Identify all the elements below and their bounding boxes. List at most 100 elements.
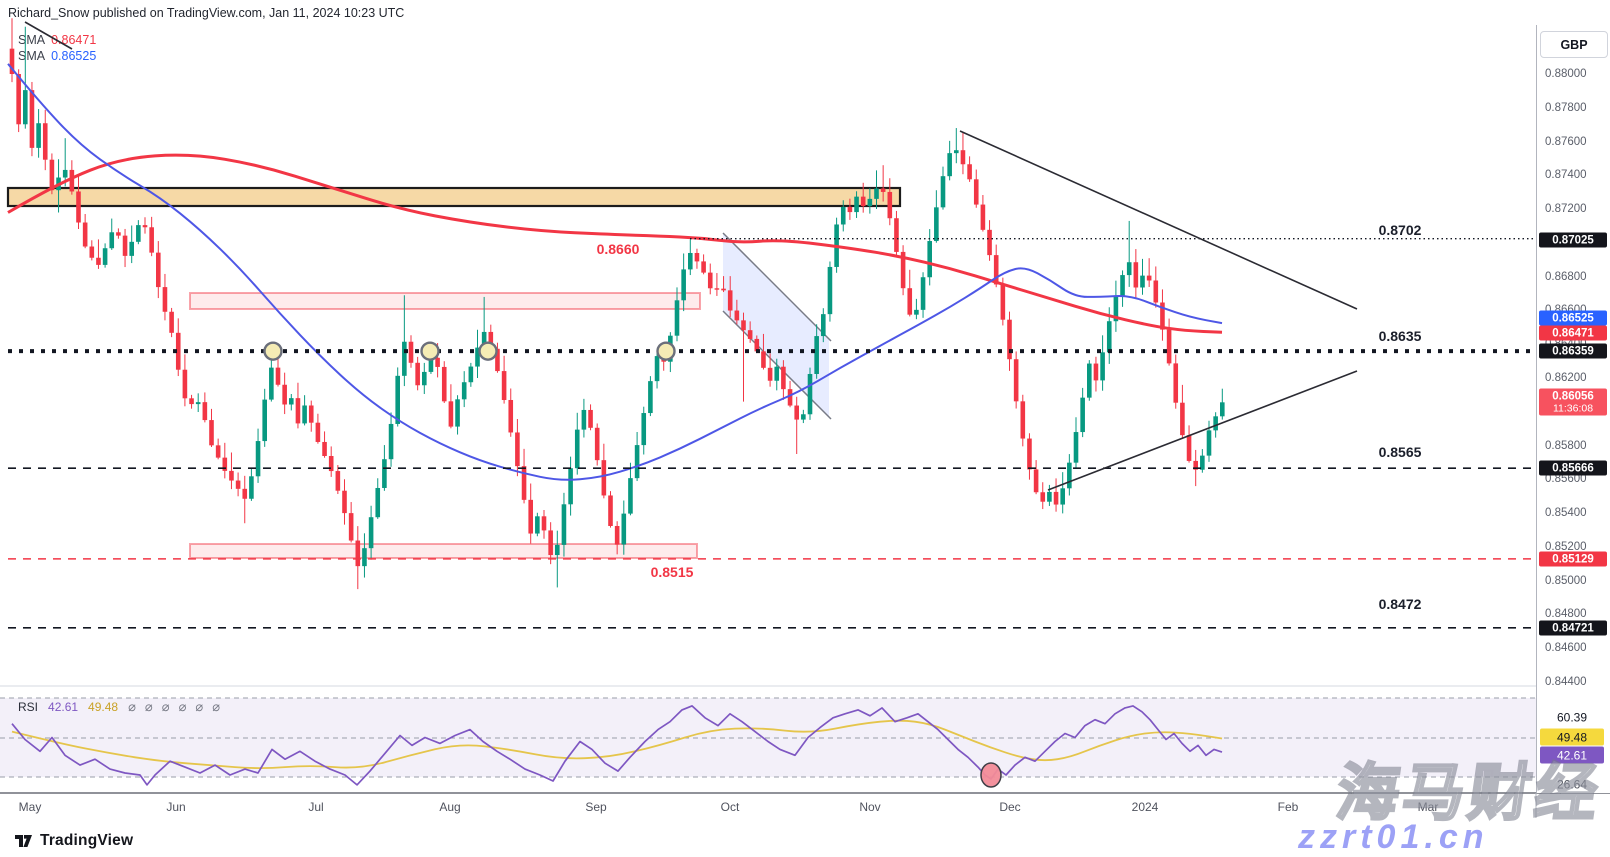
candle-body [1027, 438, 1032, 470]
candle-body [1020, 401, 1026, 439]
candle-body [1040, 492, 1046, 502]
candle-body [1153, 280, 1159, 303]
tradingview-attribution[interactable]: TradingView [14, 831, 133, 850]
price-axis[interactable]: 0.88000 0.87800 0.87600 0.87400 0.87200 0.868… [1536, 25, 1610, 793]
candle-body [674, 300, 680, 336]
time-label-Jun: Jun [166, 800, 186, 814]
rsi-plot-toggle-icon[interactable]: ⌀ [195, 699, 204, 714]
level-label-0.8635: 0.8635 [1378, 328, 1422, 344]
candle-body [1160, 302, 1165, 330]
candle-body [388, 423, 394, 460]
candle-body [940, 176, 946, 208]
sma-label: SMA [18, 33, 46, 47]
candle-body [954, 150, 959, 154]
candle-body [1080, 397, 1085, 433]
event-circle-marker [656, 341, 676, 361]
event-circle-marker [478, 341, 498, 361]
candle-body [920, 277, 926, 310]
candle-body [854, 196, 859, 213]
rsi-plot-toggle-icon[interactable]: ⌀ [178, 699, 187, 714]
candle-body [960, 150, 966, 165]
price-tick-0.85400: 0.85400 [1545, 507, 1587, 520]
candle-body [448, 401, 454, 427]
time-label-2024: 2024 [1131, 800, 1159, 814]
candle-body [528, 499, 533, 534]
rsi-legend: RSI 42.61 49.48 ⌀ ⌀ ⌀ ⌀ ⌀ ⌀ [18, 699, 229, 715]
axis-price-marker-0.86359: 0.86359 [1539, 343, 1607, 359]
candle-body [807, 373, 813, 415]
candle-body [42, 123, 48, 160]
candle-body [295, 398, 301, 424]
level-label-0.8702: 0.8702 [1378, 222, 1422, 238]
candle-body [641, 413, 647, 446]
candle-body [195, 402, 201, 405]
candle-body [242, 488, 248, 499]
candle-body [515, 432, 520, 467]
candle-body [222, 457, 228, 471]
price-tick-0.85600: 0.85600 [1545, 473, 1587, 486]
candle-body [129, 241, 134, 256]
candle-body [714, 288, 720, 290]
price-tick-0.85200: 0.85200 [1545, 540, 1587, 553]
candle-body [455, 399, 460, 427]
candle-body [574, 429, 580, 469]
rsi-ma-value: 49.48 [88, 700, 119, 714]
axis-price-marker-0.84721: 0.84721 [1539, 620, 1607, 636]
candle-body [441, 366, 447, 402]
candle-body [1007, 319, 1012, 360]
candle-body [422, 371, 427, 386]
candle-body [761, 351, 766, 368]
rsi-row-value-60.39: 60.39 [1556, 710, 1588, 724]
candle-body [96, 257, 101, 265]
candle-body [634, 445, 640, 479]
candle-body [481, 331, 487, 348]
trendline [959, 130, 1358, 310]
rsi-plot-toggle-icon[interactable]: ⌀ [212, 699, 221, 714]
level-label-0.8472: 0.8472 [1378, 596, 1422, 612]
candle-body [428, 357, 434, 372]
candle-body [927, 241, 932, 278]
rsi-plot-toggle-icon[interactable]: ⌀ [128, 699, 136, 714]
candle-body [1113, 295, 1119, 322]
candle-body [621, 513, 627, 545]
candle-body [162, 287, 168, 312]
sma-blue-line [7, 63, 1223, 481]
candle-body [102, 248, 108, 265]
candle-body [541, 516, 547, 531]
rsi-ma-line [11, 719, 1223, 769]
candle-body [175, 332, 181, 370]
candle-body [1213, 416, 1218, 431]
candle-body [894, 218, 899, 252]
candle-body [721, 288, 726, 291]
candle-body [142, 225, 148, 228]
zone-label-0.8660: 0.8660 [596, 241, 640, 257]
candle-body [255, 441, 261, 477]
candle-body [408, 341, 414, 363]
candle-body [1180, 402, 1185, 436]
time-axis[interactable]: May Jun Jul Aug Sep Oct Nov Dec 2024 Feb Mar [0, 800, 1536, 818]
rsi-plot-toggle-icon[interactable]: ⌀ [161, 699, 170, 714]
candle-body [774, 366, 780, 381]
candle-body [767, 367, 773, 381]
axis-price-marker-0.87025: 0.87025 [1539, 232, 1607, 248]
candle-body [461, 382, 467, 400]
candle-body [701, 261, 706, 273]
rsi-plot-toggle-icon[interactable]: ⌀ [144, 699, 153, 714]
candle-body [76, 191, 81, 223]
candle-body [801, 414, 806, 420]
candle-body [182, 369, 188, 399]
currency-toggle-button[interactable]: GBP [1540, 31, 1608, 58]
candle-body [249, 476, 254, 499]
candle-body [880, 188, 886, 192]
candle-body [89, 246, 95, 258]
candle-body [116, 232, 121, 236]
candle-body [1173, 363, 1179, 403]
candle-body [794, 405, 799, 420]
candle-body [535, 516, 540, 534]
candle-body [1140, 275, 1145, 288]
candle-body [681, 269, 686, 301]
publish-attribution: Richard_Snow published on TradingView.co… [8, 6, 405, 20]
candle-body [648, 381, 653, 414]
candle-body [29, 90, 35, 148]
